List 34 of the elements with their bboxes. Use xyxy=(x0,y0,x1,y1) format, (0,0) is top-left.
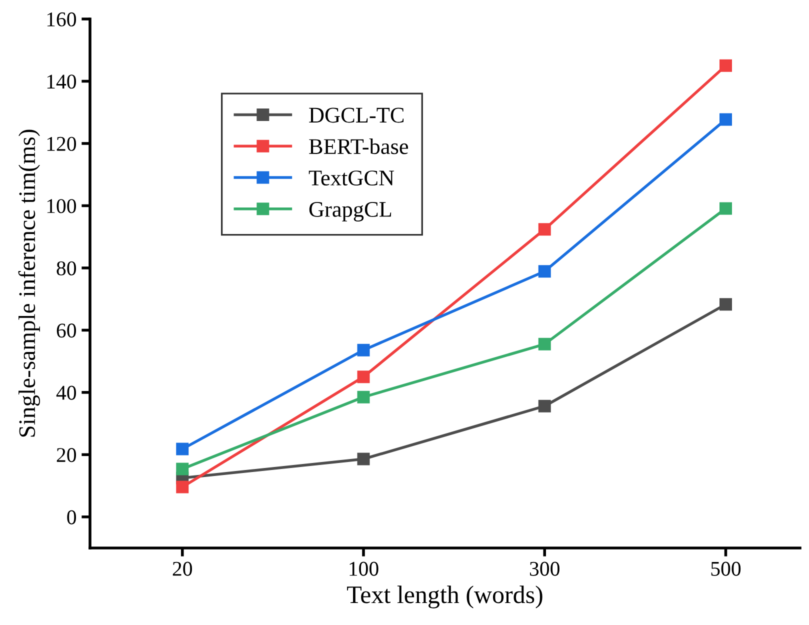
point xyxy=(719,113,732,126)
point xyxy=(176,462,189,476)
point xyxy=(719,59,732,72)
y-tick-label: 80 xyxy=(56,261,76,276)
x-axis-title: Text length (words) xyxy=(347,586,542,608)
point xyxy=(538,400,551,412)
y-tick-label: 40 xyxy=(56,386,76,400)
y-tick-label: 140 xyxy=(47,74,76,89)
x-tick-label: 500 xyxy=(711,562,741,576)
point xyxy=(176,480,189,494)
legend-label: GrapgCL xyxy=(309,202,392,222)
y-tick-label: 60 xyxy=(56,324,76,338)
y-tick-label: 120 xyxy=(47,136,76,151)
point xyxy=(538,265,551,278)
y-tick-label: 0 xyxy=(67,510,76,524)
x-tick-label: 100 xyxy=(350,562,378,576)
x-tick-label: 300 xyxy=(530,562,560,576)
legend-label: BERT-base xyxy=(309,138,408,154)
y-axis-title: Single-sample inference tim(ms) xyxy=(18,130,40,437)
point xyxy=(357,344,370,356)
point xyxy=(719,298,732,311)
point xyxy=(176,442,189,456)
y-tick-label: 20 xyxy=(56,448,76,462)
x-tick-label: 20 xyxy=(172,562,192,576)
y-tick-label: 160 xyxy=(47,12,76,26)
legend-label: DGCL-TC xyxy=(309,108,404,123)
point xyxy=(538,338,551,350)
point xyxy=(719,202,732,215)
y-tick-label: 100 xyxy=(47,199,76,214)
point xyxy=(357,452,370,466)
legend-label: TextGCN xyxy=(308,170,394,186)
point xyxy=(357,370,370,384)
point xyxy=(538,223,551,236)
point xyxy=(357,390,370,404)
